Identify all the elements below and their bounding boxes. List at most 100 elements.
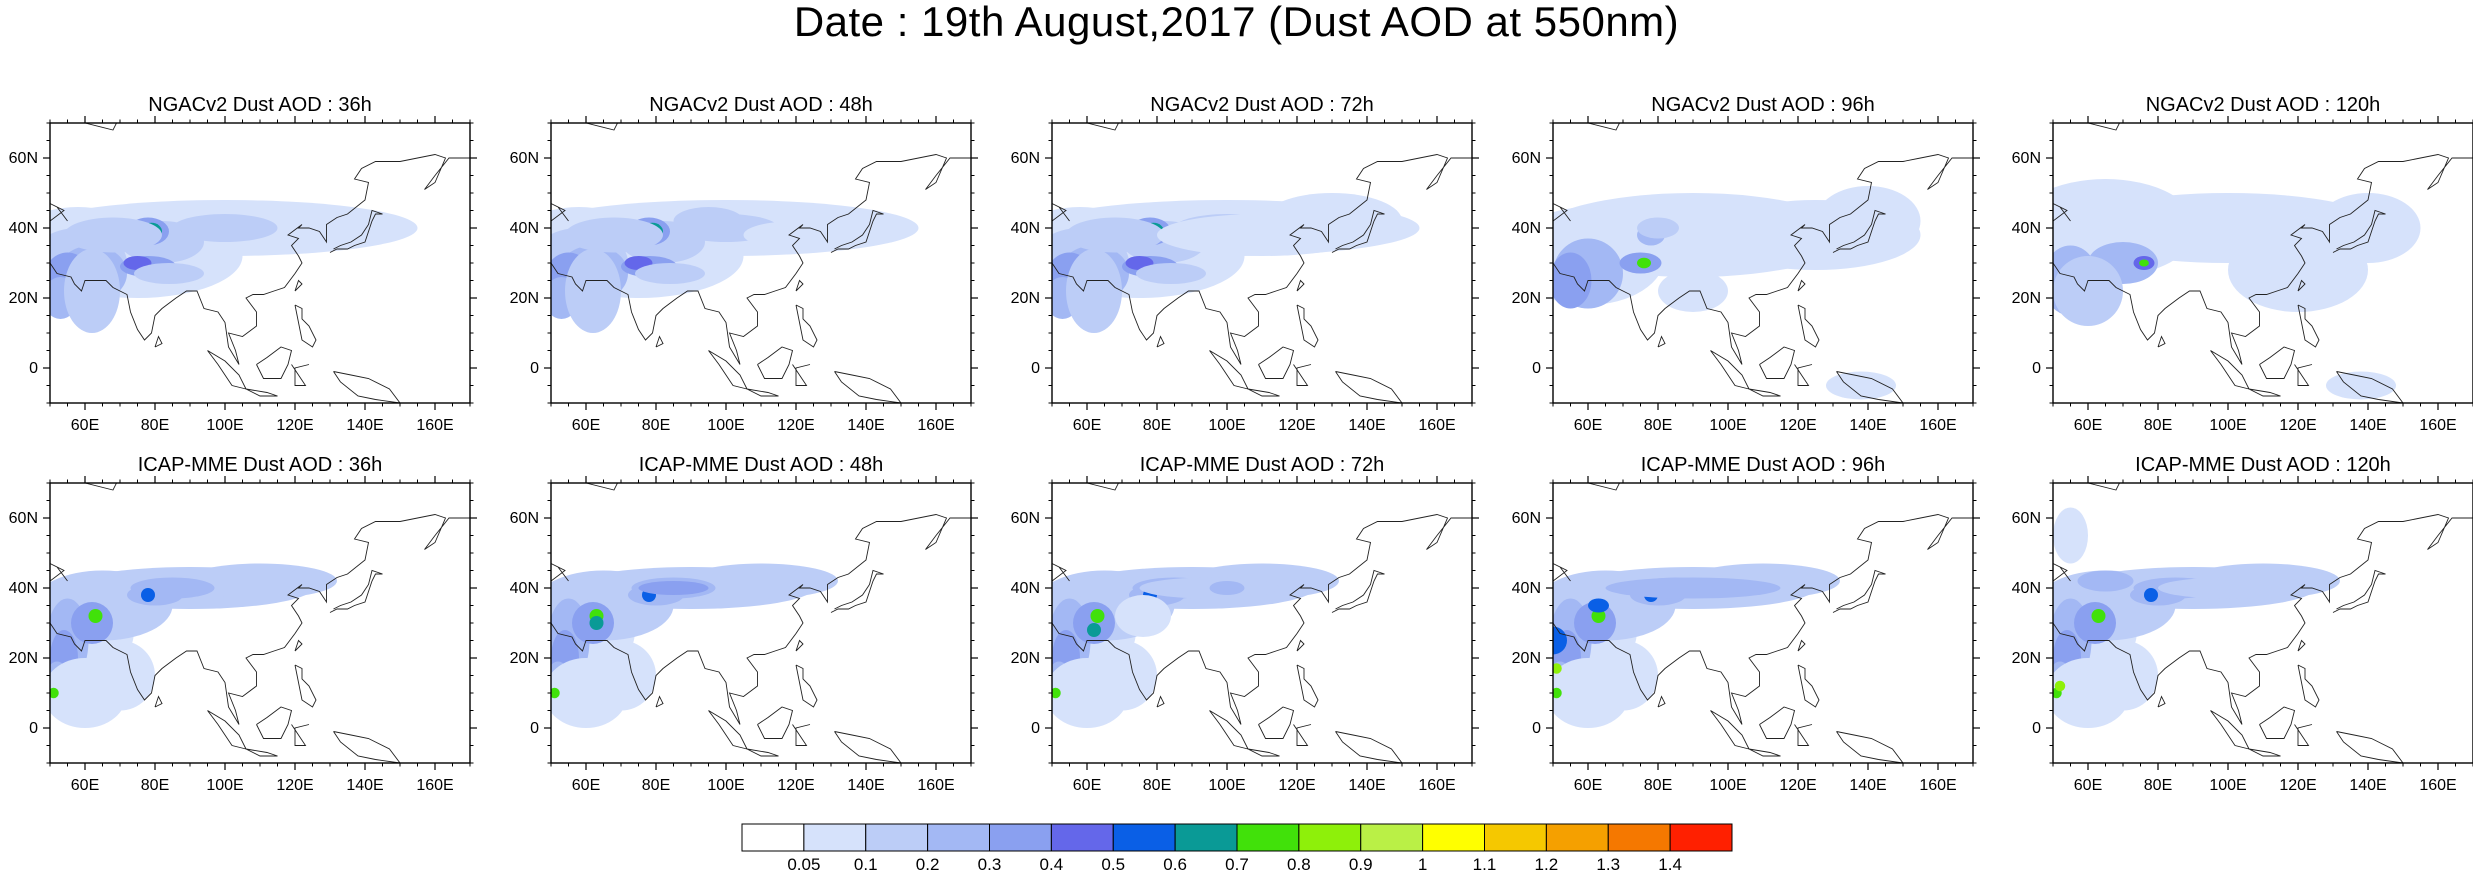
coastline bbox=[1156, 695, 1165, 708]
lon-tick-label: 140E bbox=[2349, 417, 2386, 434]
lat-tick-label: 0 bbox=[1031, 720, 1040, 737]
coastline bbox=[1553, 514, 1973, 725]
dust-area bbox=[141, 588, 155, 602]
coastline bbox=[294, 639, 303, 652]
colorbar-label: 0.2 bbox=[916, 855, 940, 872]
lat-tick-label: 40N bbox=[9, 580, 38, 597]
coastline bbox=[1381, 762, 1389, 763]
panel-title: ICAP-MME Dust AOD : 36h bbox=[137, 454, 383, 476]
coastline bbox=[551, 514, 971, 725]
coastline bbox=[1587, 123, 1973, 131]
lat-tick-label: 0 bbox=[1532, 720, 1541, 737]
lat-tick-label: 20N bbox=[1512, 650, 1541, 667]
panel-title: NGACv2 Dust AOD : 36h bbox=[148, 94, 372, 116]
coastline bbox=[551, 154, 971, 365]
map-plot: 60E 80E 100E 120E 140E 160E 60N 40N 20N 0 bbox=[2012, 116, 2473, 434]
coastline bbox=[2294, 724, 2313, 746]
map-panel: ICAP-MME Dust AOD : 96h 60E 80E 100E 120E 140… bbox=[1503, 360, 2023, 820]
coastline bbox=[2210, 710, 2250, 750]
dust-area bbox=[1052, 687, 1061, 699]
coastline bbox=[154, 695, 163, 708]
dust-area bbox=[1588, 640, 1658, 711]
colorbar-swatch bbox=[803, 823, 867, 852]
coastline bbox=[1657, 695, 1666, 708]
colorbar-label: 1.3 bbox=[1596, 855, 1620, 872]
lat-tick-label: 60N bbox=[510, 150, 539, 167]
lon-tick-label: 80E bbox=[1143, 777, 1171, 794]
coastline bbox=[1296, 664, 1319, 708]
map-plot: 60E 80E 100E 120E 140E 160E 60N 40N 20N 0 bbox=[510, 116, 978, 434]
map-plot: 60E 80E 100E 120E 140E 160E 60N 40N 20N 0 bbox=[2012, 476, 2473, 794]
coastline bbox=[50, 154, 470, 365]
coastline bbox=[50, 514, 470, 725]
lon-tick-label: 60E bbox=[1574, 417, 1602, 434]
lon-tick-label: 60E bbox=[1574, 777, 1602, 794]
coastline bbox=[2087, 483, 2473, 491]
coastline bbox=[1052, 563, 1070, 582]
colorbar-label: 0.6 bbox=[1163, 855, 1187, 872]
lon-tick-label: 140E bbox=[1849, 777, 1886, 794]
lon-tick-label: 160E bbox=[917, 417, 954, 434]
dust-area bbox=[1637, 217, 1679, 239]
dust-area bbox=[2074, 602, 2116, 644]
lon-tick-label: 160E bbox=[416, 777, 453, 794]
dust-area bbox=[1553, 687, 1562, 699]
colorbar-swatch bbox=[1607, 823, 1671, 852]
coastline bbox=[2382, 762, 2390, 763]
lon-tick-label: 120E bbox=[777, 417, 814, 434]
coastline bbox=[2053, 563, 2071, 582]
coastline bbox=[1247, 388, 1280, 397]
lat-tick-label: 60N bbox=[1512, 150, 1541, 167]
lon-tick-label: 120E bbox=[777, 777, 814, 794]
lon-tick-label: 100E bbox=[1709, 777, 1746, 794]
coastline bbox=[708, 710, 748, 750]
dust-area bbox=[1553, 252, 1592, 309]
colorbar-label: 1.1 bbox=[1473, 855, 1497, 872]
coastline bbox=[1797, 639, 1806, 652]
lon-tick-label: 120E bbox=[2279, 417, 2316, 434]
lon-tick-label: 140E bbox=[2349, 777, 2386, 794]
lon-tick-label: 60E bbox=[572, 417, 600, 434]
coastline bbox=[1258, 706, 1295, 739]
lon-tick-label: 100E bbox=[2209, 777, 2246, 794]
coastline bbox=[2053, 154, 2473, 365]
map-panel: NGACv2 Dust AOD : 120h 60E 80E 100E 120E 140E… bbox=[2003, 0, 2473, 460]
dust-area bbox=[1209, 581, 1245, 595]
colorbar-swatch bbox=[1112, 823, 1176, 852]
lat-tick-label: 0 bbox=[530, 720, 539, 737]
lon-tick-label: 100E bbox=[707, 777, 744, 794]
map-panel: NGACv2 Dust AOD : 36h 60E 80E 100E 120E 140E 1… bbox=[0, 0, 520, 460]
colorbar-label: 0.8 bbox=[1287, 855, 1311, 872]
lat-tick-label: 0 bbox=[1031, 360, 1040, 377]
colorbar-swatch bbox=[1298, 823, 1362, 852]
coastline bbox=[329, 569, 383, 613]
coastline bbox=[1797, 279, 1806, 292]
coastline bbox=[1710, 710, 1750, 750]
coastline bbox=[792, 364, 811, 386]
lon-tick-label: 140E bbox=[1348, 777, 1385, 794]
dust-area bbox=[551, 687, 560, 699]
colorbar-swatch bbox=[1669, 823, 1733, 852]
lat-tick-label: 40N bbox=[510, 580, 539, 597]
map-panel: ICAP-MME Dust AOD : 120h 60E 80E 100E 120E 14… bbox=[2003, 360, 2473, 820]
colorbar-swatch bbox=[1050, 823, 1114, 852]
coastline bbox=[834, 371, 902, 403]
colorbar-label: 0.5 bbox=[1101, 855, 1125, 872]
coastline bbox=[1052, 154, 1472, 365]
coastline bbox=[1335, 371, 1403, 403]
lon-tick-label: 120E bbox=[276, 777, 313, 794]
dust-area bbox=[1087, 640, 1157, 711]
dust-area bbox=[1262, 193, 1402, 249]
lon-tick-label: 160E bbox=[1919, 777, 1956, 794]
dust-area bbox=[673, 207, 744, 235]
dust-area bbox=[2158, 577, 2298, 599]
coastline bbox=[1832, 569, 1886, 613]
lon-tick-label: 80E bbox=[141, 777, 169, 794]
coastline bbox=[294, 279, 303, 292]
dust-area bbox=[1605, 577, 1781, 599]
coastline bbox=[1832, 209, 1886, 253]
lat-tick-label: 20N bbox=[2012, 650, 2041, 667]
coastline bbox=[2157, 335, 2166, 348]
lat-tick-label: 0 bbox=[2032, 360, 2041, 377]
colorbar-label: 0.4 bbox=[1040, 855, 1064, 872]
